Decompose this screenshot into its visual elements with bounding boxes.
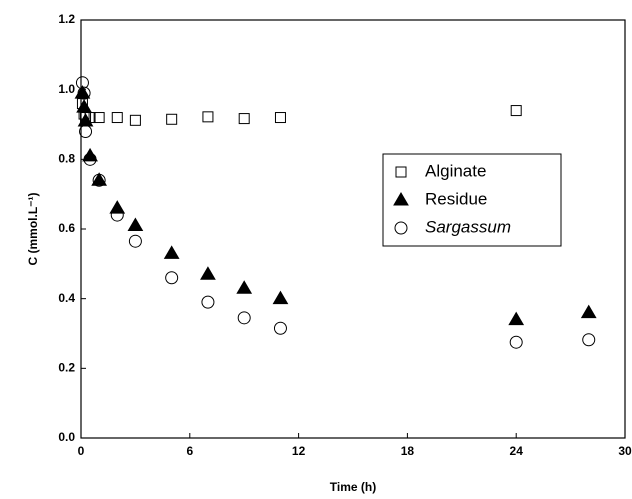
legend-marker	[394, 221, 408, 235]
point	[200, 266, 216, 280]
point	[272, 290, 289, 305]
point	[237, 311, 251, 325]
legend-label: Alginate	[425, 161, 486, 180]
point	[163, 245, 180, 259]
y-axis-title: C (mmol.L⁻¹)	[26, 193, 40, 266]
point	[77, 86, 91, 100]
legend-marker	[395, 166, 407, 178]
point	[201, 295, 215, 309]
point	[274, 112, 286, 124]
point	[74, 85, 91, 99]
y-tick-label: 1.2	[58, 12, 75, 26]
point	[273, 321, 287, 335]
point	[166, 113, 178, 125]
x-tick-label: 24	[510, 444, 524, 458]
legend-marker	[393, 192, 409, 206]
y-tick-label: 0.6	[58, 221, 75, 235]
y-tick-label: 0.0	[58, 430, 75, 444]
point	[128, 234, 142, 248]
point	[509, 335, 523, 349]
point	[238, 113, 250, 125]
point	[508, 311, 525, 326]
point	[91, 172, 108, 186]
point	[580, 304, 597, 319]
point	[111, 112, 123, 124]
point	[127, 217, 144, 232]
x-tick-label: 6	[186, 444, 193, 458]
point	[79, 124, 93, 138]
x-axis-title: Time (h)	[330, 480, 376, 494]
point	[129, 114, 141, 126]
y-tick-label: 0.8	[58, 152, 75, 166]
y-tick-label: 0.2	[58, 361, 75, 375]
x-tick-label: 18	[401, 444, 415, 458]
point	[75, 76, 89, 90]
legend-label: Sargassum	[425, 217, 511, 236]
legend-label: Residue	[425, 189, 487, 208]
point	[92, 173, 106, 187]
x-tick-label: 30	[618, 444, 632, 458]
y-tick-label: 0.4	[58, 291, 75, 305]
point	[510, 105, 522, 117]
point	[82, 147, 98, 162]
x-tick-label: 12	[292, 444, 306, 458]
point	[202, 111, 214, 123]
point	[236, 280, 253, 294]
point	[110, 208, 124, 222]
x-tick-label: 0	[78, 444, 85, 458]
point	[77, 113, 94, 127]
point	[165, 271, 179, 285]
legend-box	[382, 153, 562, 247]
point	[582, 333, 596, 347]
point	[93, 112, 105, 124]
point	[76, 99, 92, 113]
point	[83, 152, 97, 166]
y-tick-label: 1.0	[58, 82, 75, 96]
